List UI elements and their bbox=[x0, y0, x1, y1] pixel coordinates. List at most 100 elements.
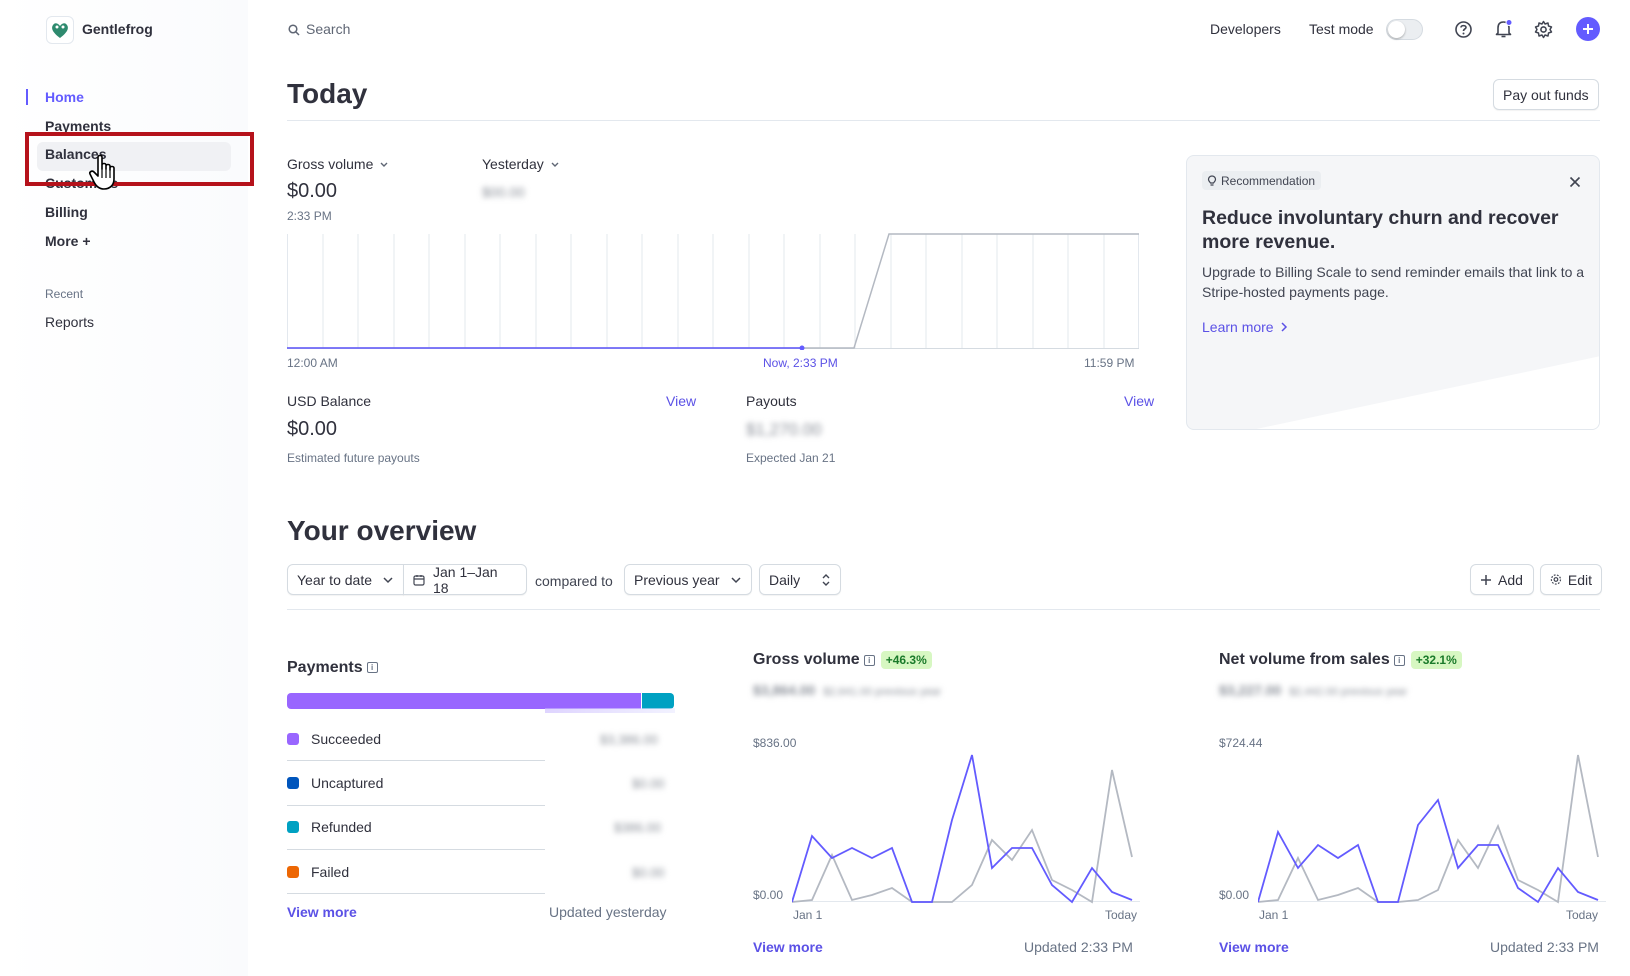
payouts-value: $1,270.00 bbox=[746, 420, 822, 439]
compare-period-selector[interactable]: Yesterday bbox=[482, 156, 560, 172]
payouts-label: Payouts bbox=[746, 393, 797, 409]
current-year-line bbox=[1258, 798, 1599, 904]
failed-label[interactable]: Failed bbox=[311, 864, 350, 880]
date-range-picker[interactable]: Jan 1–Jan 18 bbox=[403, 564, 527, 596]
gross-card-value-text: $3,864.00 bbox=[753, 682, 816, 698]
uncaptured-dot bbox=[287, 777, 299, 789]
succeeded-segment bbox=[287, 693, 642, 709]
settings-gear-icon[interactable] bbox=[1534, 20, 1553, 39]
usd-balance-sub: Estimated future payouts bbox=[287, 451, 420, 465]
chevron-right-icon bbox=[1281, 322, 1287, 332]
up-down-chevron-icon bbox=[822, 573, 830, 586]
add-label: Add bbox=[1498, 571, 1523, 588]
current-year-line bbox=[792, 754, 1133, 904]
calendar-icon bbox=[413, 574, 425, 586]
payouts-view-link[interactable]: View bbox=[1124, 393, 1155, 409]
plus-icon bbox=[1583, 24, 1593, 34]
payments-updated: Updated yesterday bbox=[549, 904, 667, 920]
gross-volume-value: $0.00 bbox=[287, 180, 338, 202]
today-x-start: 12:00 AM bbox=[287, 356, 338, 370]
gross-x-end: Today bbox=[1105, 908, 1138, 922]
page-title: Today bbox=[287, 78, 368, 109]
sidebar-item-home[interactable]: Home bbox=[45, 89, 84, 105]
sidebar-item-reports[interactable]: Reports bbox=[45, 314, 95, 330]
net-view-more-link[interactable]: View more bbox=[1219, 939, 1289, 955]
gross-view-more-link[interactable]: View more bbox=[753, 939, 823, 955]
edit-button[interactable]: Edit bbox=[1540, 564, 1602, 595]
payments-view-more-link[interactable]: View more bbox=[287, 904, 357, 920]
plus-icon bbox=[1481, 574, 1491, 585]
refunded-dot bbox=[287, 821, 299, 833]
today-x-end: 11:59 PM bbox=[1084, 356, 1135, 370]
gross-volume-label: Gross volume bbox=[287, 156, 374, 172]
payouts-sub: Expected Jan 21 bbox=[746, 451, 836, 465]
search-input[interactable]: Search bbox=[306, 21, 351, 37]
close-icon[interactable] bbox=[1568, 175, 1582, 189]
row-divider bbox=[287, 893, 545, 894]
net-card-title: Net volume from sales i +32.1% bbox=[1219, 651, 1462, 669]
learn-more-link[interactable]: Learn more bbox=[1202, 319, 1288, 335]
gross-updated: Updated 2:33 PM bbox=[1024, 939, 1133, 955]
gear-icon bbox=[1550, 574, 1562, 585]
uncaptured-value: $0.00 bbox=[632, 776, 665, 791]
net-volume-chart bbox=[1258, 754, 1606, 904]
failed-dot bbox=[287, 866, 299, 878]
succeeded-dot bbox=[287, 733, 299, 745]
today-x-now: Now, 2:33 PM bbox=[763, 356, 838, 370]
pay-out-funds-button[interactable]: Pay out funds bbox=[1493, 79, 1599, 110]
test-mode-toggle[interactable] bbox=[1386, 19, 1423, 40]
uncaptured-label[interactable]: Uncaptured bbox=[311, 775, 384, 791]
highlight-box bbox=[25, 132, 254, 186]
interval-select[interactable]: Daily bbox=[759, 564, 841, 595]
recommendation-tag: Recommendation bbox=[1202, 171, 1322, 190]
net-y-top: $724.44 bbox=[1219, 736, 1263, 750]
chevron-down-icon bbox=[731, 576, 741, 583]
sidebar-item-billing[interactable]: Billing bbox=[45, 204, 88, 220]
toggle-knob bbox=[1388, 21, 1405, 38]
brand-name[interactable]: Gentlefrog bbox=[82, 21, 153, 37]
recent-heading: Recent bbox=[45, 287, 84, 301]
recommendation-title: Reduce involuntary churn and recover mor… bbox=[1202, 207, 1559, 253]
succeeded-value: $3,386.00 bbox=[600, 732, 658, 747]
compare-range-select[interactable]: Previous year bbox=[624, 564, 752, 595]
sidebar-item-payments[interactable]: Payments bbox=[45, 118, 112, 134]
net-growth-badge: +32.1% bbox=[1410, 651, 1462, 669]
net-updated: Updated 2:33 PM bbox=[1490, 939, 1599, 955]
recommendation-body: Upgrade to Billing Scale to send reminde… bbox=[1202, 264, 1585, 300]
previous-year-line bbox=[792, 769, 1133, 904]
range-select-label: Year to date bbox=[297, 571, 372, 588]
sidebar-item-more[interactable]: More + bbox=[45, 233, 91, 249]
usd-balance-view-link[interactable]: View bbox=[666, 393, 697, 409]
compare-period-label: Yesterday bbox=[482, 156, 544, 172]
info-icon[interactable]: i bbox=[1393, 654, 1405, 666]
refunded-label[interactable]: Refunded bbox=[311, 819, 372, 835]
info-icon[interactable]: i bbox=[366, 662, 378, 674]
range-select[interactable]: Year to date bbox=[287, 564, 404, 595]
gross-volume-selector[interactable]: Gross volume bbox=[287, 156, 389, 172]
hand-cursor-icon bbox=[89, 154, 115, 190]
net-card-value: $3,227.00 $2,442.00 previous year bbox=[1219, 682, 1407, 698]
notification-bell-icon[interactable] bbox=[1494, 19, 1513, 39]
gross-volume-chart bbox=[792, 754, 1140, 904]
net-y-bottom: $0.00 bbox=[1219, 888, 1250, 902]
row-divider bbox=[287, 760, 545, 761]
card-decoration bbox=[1256, 356, 1599, 429]
compare-period-value: $00.00 bbox=[482, 184, 525, 200]
active-indicator bbox=[26, 89, 28, 105]
developers-link[interactable]: Developers bbox=[1210, 21, 1281, 37]
sidebar-item-balances[interactable]: Balances bbox=[45, 146, 107, 162]
gross-card-title: Gross volume i +46.3% bbox=[753, 651, 932, 669]
help-icon[interactable] bbox=[1454, 20, 1473, 39]
edit-label: Edit bbox=[1567, 571, 1592, 588]
title-divider bbox=[287, 120, 1600, 121]
succeeded-label[interactable]: Succeeded bbox=[311, 731, 382, 747]
create-plus-button[interactable] bbox=[1576, 17, 1600, 41]
usd-balance-label: USD Balance bbox=[287, 393, 372, 409]
info-icon[interactable]: i bbox=[863, 654, 875, 666]
brand-logo[interactable] bbox=[46, 16, 74, 44]
compare-range-label: Previous year bbox=[634, 571, 720, 588]
row-divider bbox=[287, 805, 545, 806]
net-x-start: Jan 1 bbox=[1259, 908, 1289, 922]
add-button[interactable]: Add bbox=[1470, 564, 1534, 595]
learn-more-label: Learn more bbox=[1202, 319, 1274, 335]
